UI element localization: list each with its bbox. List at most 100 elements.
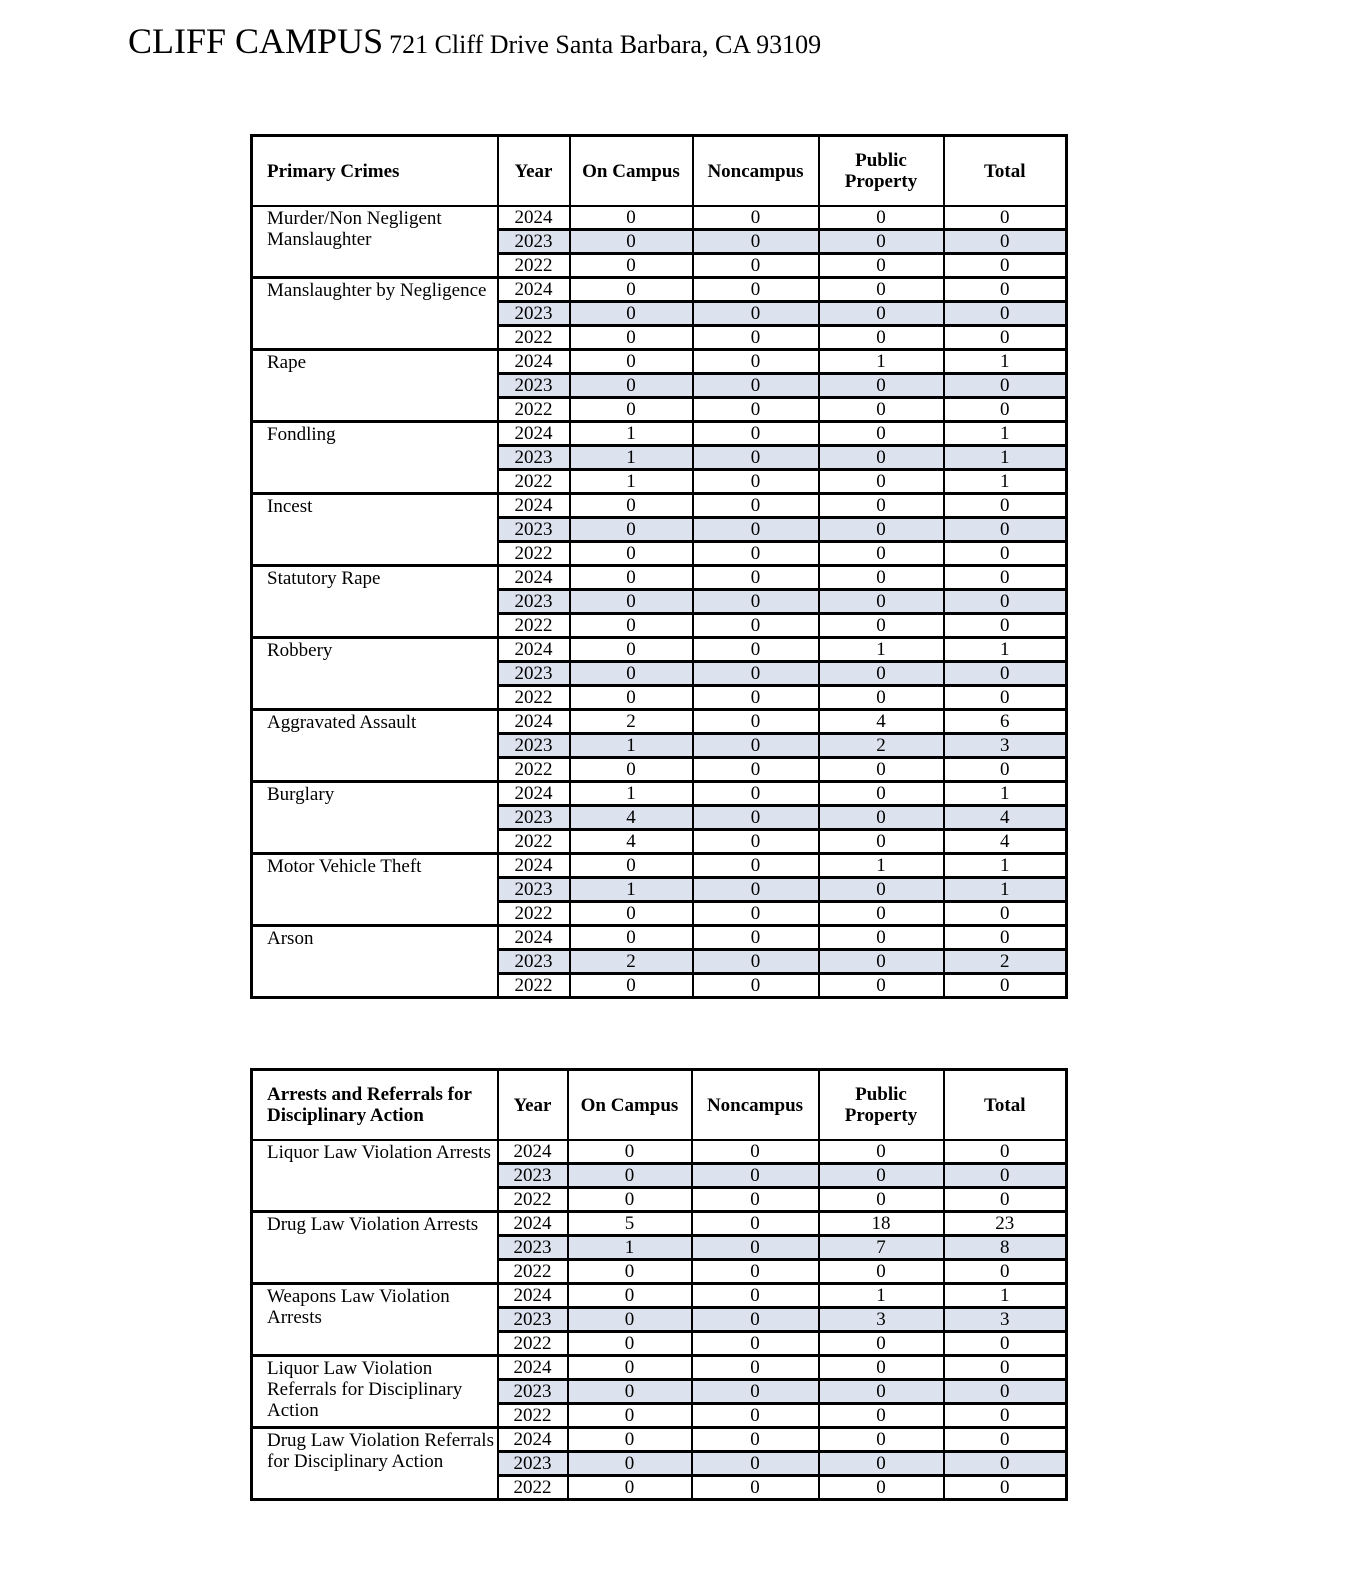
table-row: 2023 0 0 0 0	[252, 516, 1068, 543]
column-header: Primary Crimes	[250, 134, 499, 207]
noncampus-cell: 0	[691, 564, 820, 591]
total-cell: 1	[942, 876, 1068, 903]
table-row: 2022 0 0 0 0	[252, 1402, 1068, 1429]
year-cell: 2023	[496, 660, 571, 687]
public-property-cell: 0	[817, 1139, 945, 1165]
noncampus-cell: 0	[690, 1474, 820, 1501]
on-campus-cell: 2	[568, 948, 694, 975]
public-property-cell: 0	[817, 756, 945, 783]
noncampus-cell: 0	[691, 756, 820, 783]
public-property-cell: 0	[817, 1354, 945, 1381]
on-campus-cell: 0	[568, 516, 694, 543]
category-name: Robbery	[250, 636, 499, 711]
year-cell: 2022	[496, 324, 571, 351]
on-campus-cell: 0	[568, 396, 694, 423]
public-property-cell: 0	[817, 252, 945, 279]
on-campus-cell: 0	[566, 1258, 693, 1285]
noncampus-cell: 0	[691, 372, 820, 399]
on-campus-cell: 0	[568, 205, 694, 231]
on-campus-cell: 0	[568, 228, 694, 255]
total-cell: 0	[942, 324, 1068, 351]
year-cell: 2023	[496, 948, 571, 975]
total-cell: 1	[942, 1282, 1068, 1309]
total-cell: 1	[942, 468, 1068, 495]
table-row: Arson 2024 0 0 0 0	[250, 924, 1068, 999]
total-cell: 0	[942, 1354, 1068, 1381]
noncampus-cell: 0	[690, 1426, 820, 1453]
category-name: Burglary	[250, 780, 499, 855]
noncampus-cell: 0	[690, 1354, 820, 1381]
year-cell: 2024	[496, 492, 571, 519]
total-cell: 0	[942, 1378, 1068, 1405]
on-campus-cell: 0	[566, 1162, 693, 1189]
total-cell: 0	[942, 1330, 1068, 1357]
on-campus-cell: 0	[568, 972, 694, 999]
total-cell: 0	[942, 516, 1068, 543]
table-row: 2023 0 0 0 0	[252, 1450, 1068, 1477]
column-header: Noncampus	[690, 1068, 820, 1141]
public-property-cell: 0	[817, 420, 945, 447]
year-cell: 2022	[496, 252, 571, 279]
campus-name: CLIFF CAMPUS	[128, 21, 384, 61]
year-cell: 2022	[496, 468, 571, 495]
public-property-cell: 0	[817, 1186, 945, 1213]
campus-address: 721 Cliff Drive Santa Barbara, CA 93109	[389, 30, 822, 59]
on-campus-cell: 0	[566, 1139, 693, 1165]
total-cell: 0	[942, 540, 1068, 567]
noncampus-cell: 0	[691, 516, 820, 543]
year-cell: 2024	[496, 1354, 569, 1381]
noncampus-cell: 0	[691, 924, 820, 951]
year-cell: 2024	[496, 348, 571, 375]
table-row: 2022 0 0 0 0	[252, 684, 1068, 711]
total-cell: 0	[942, 756, 1068, 783]
year-cell: 2023	[496, 1162, 569, 1189]
total-cell: 0	[942, 924, 1068, 951]
category-name: Motor Vehicle Theft	[250, 852, 499, 927]
column-header: Public Property	[817, 1068, 945, 1141]
public-property-cell: 0	[817, 900, 945, 927]
year-cell: 2022	[496, 612, 571, 639]
total-cell: 0	[942, 492, 1068, 519]
total-cell: 3	[942, 732, 1068, 759]
noncampus-cell: 0	[690, 1306, 820, 1333]
table-row: 2022 0 0 0 0	[252, 612, 1068, 639]
table-row: 2022 0 0 0 0	[252, 252, 1068, 279]
total-cell: 0	[942, 612, 1068, 639]
total-cell: 0	[942, 1450, 1068, 1477]
category-name: Incest	[250, 492, 499, 567]
table-row: 2023 1 0 7 8	[252, 1234, 1068, 1261]
public-property-cell: 0	[817, 948, 945, 975]
noncampus-cell: 0	[690, 1162, 820, 1189]
category-name: Rape	[250, 348, 499, 423]
table-row: 2022 0 0 0 0	[252, 972, 1068, 999]
on-campus-cell: 0	[568, 300, 694, 327]
noncampus-cell: 0	[691, 780, 820, 807]
on-campus-cell: 0	[568, 276, 694, 303]
on-campus-cell: 0	[566, 1186, 693, 1213]
noncampus-cell: 0	[690, 1210, 820, 1237]
total-cell: 0	[942, 1402, 1068, 1429]
table-row: Liquor Law Violation Arrests 2024 0 0 0 0	[250, 1139, 1068, 1213]
noncampus-cell: 0	[691, 876, 820, 903]
noncampus-cell: 0	[691, 828, 820, 855]
noncampus-cell: 0	[691, 276, 820, 303]
total-cell: 0	[942, 300, 1068, 327]
on-campus-cell: 0	[568, 684, 694, 711]
total-cell: 0	[942, 900, 1068, 927]
total-cell: 1	[942, 852, 1068, 879]
public-property-cell: 1	[817, 348, 945, 375]
public-property-cell: 0	[817, 924, 945, 951]
category-name: Drug Law Violation Referrals for Discipl…	[250, 1426, 499, 1501]
public-property-cell: 4	[817, 708, 945, 735]
noncampus-cell: 0	[691, 348, 820, 375]
category-name: Manslaughter by Negligence	[250, 276, 499, 351]
year-cell: 2023	[496, 228, 571, 255]
noncampus-cell: 0	[691, 468, 820, 495]
column-header: Year	[496, 134, 571, 207]
public-property-cell: 0	[817, 804, 945, 831]
table-row: 2022 0 0 0 0	[252, 756, 1068, 783]
on-campus-cell: 0	[566, 1306, 693, 1333]
total-cell: 6	[942, 708, 1068, 735]
public-property-cell: 1	[817, 1282, 945, 1309]
on-campus-cell: 1	[568, 420, 694, 447]
